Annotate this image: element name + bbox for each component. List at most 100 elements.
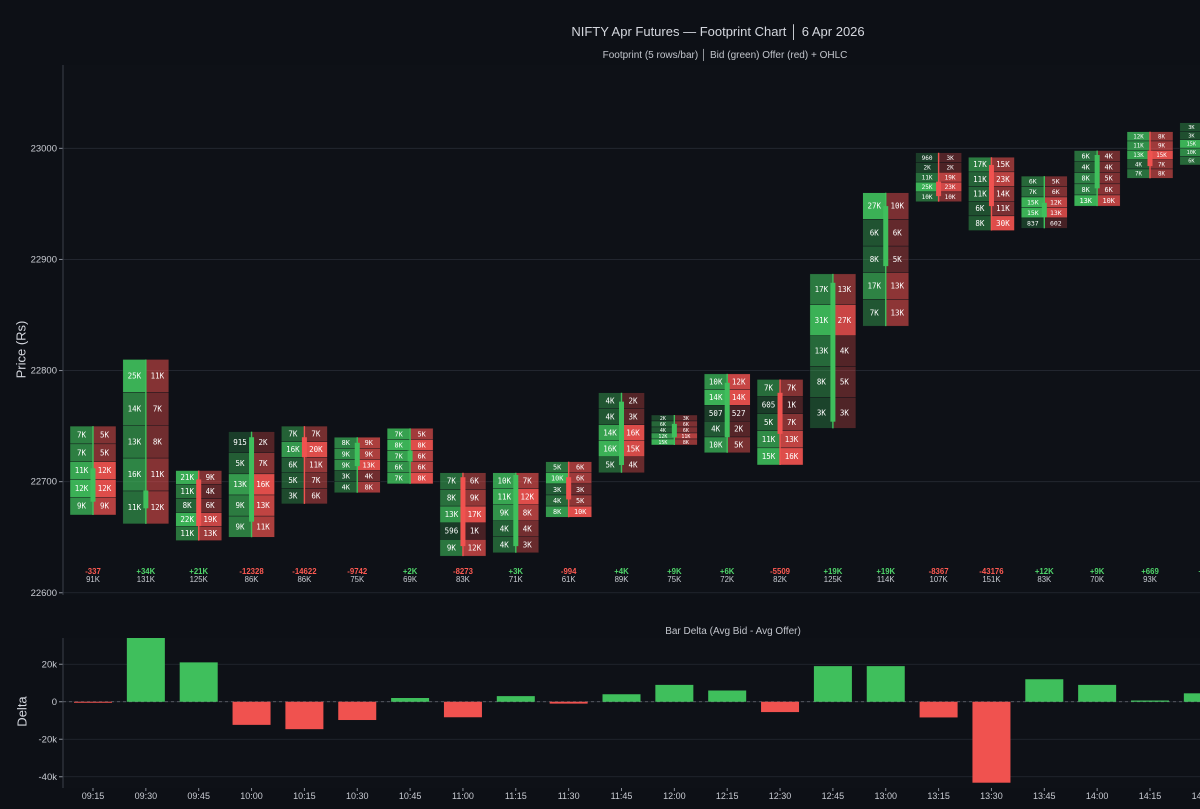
bid-volume-label: 3K — [288, 492, 298, 501]
offer-volume-label: 527 — [732, 409, 746, 418]
bar-delta-label: +669 — [1141, 567, 1159, 576]
delta-bar — [126, 638, 165, 702]
delta-bar — [761, 701, 800, 713]
offer-volume-label: 3K — [683, 416, 689, 422]
ohlc-body — [777, 392, 783, 434]
bar-delta-label: +9K — [1090, 567, 1105, 576]
bid-volume-label: 13K — [233, 480, 247, 489]
offer-volume-label: 13K — [203, 529, 217, 538]
bid-volume-label: 8K — [183, 501, 193, 510]
bid-volume-label: 25K — [128, 372, 142, 381]
bar-volume-label: 61K — [562, 575, 577, 584]
bar-volume-label: 91K — [86, 575, 101, 584]
offer-volume-label: 13K — [256, 501, 270, 510]
bar-delta-label: +12K — [1035, 567, 1054, 576]
bid-volume-label: 17K — [815, 285, 829, 294]
delta-bar — [655, 684, 694, 702]
bid-volume-label: 7K — [394, 475, 403, 483]
bar-volume-label: 86K — [297, 575, 312, 584]
offer-volume-label: 17K — [468, 510, 482, 519]
bid-cell — [1179, 156, 1200, 166]
bid-volume-label: 31K — [815, 316, 829, 325]
bid-volume-label: 9K — [447, 543, 457, 552]
bid-volume-label: 9K — [77, 502, 87, 511]
bid-volume-label: 3K — [342, 473, 351, 481]
offer-volume-label: 5K — [1052, 178, 1060, 186]
bid-volume-label: 507 — [709, 409, 723, 418]
ohlc-body — [988, 165, 994, 207]
offer-volume-label: 2K — [259, 438, 269, 447]
bar-delta-label: -12328 — [239, 567, 264, 576]
offer-volume-label: 4K — [840, 347, 850, 356]
bid-volume-label: 11K — [180, 487, 194, 496]
ohlc-body — [566, 477, 572, 500]
delta-bar — [391, 698, 430, 702]
offer-volume-label: 12K — [98, 466, 112, 475]
delta-axis-label: Delta — [14, 696, 30, 727]
bid-volume-label: 4K — [1082, 164, 1091, 172]
bid-volume-label: 11K — [762, 435, 776, 444]
price-tick-label: 22800 — [31, 366, 57, 377]
offer-volume-label: 7K — [523, 476, 533, 485]
bid-volume-label: 15K — [1027, 198, 1039, 206]
offer-volume-label: 4K — [1105, 164, 1114, 172]
offer-volume-label: 5K — [734, 441, 744, 450]
bid-volume-label: 11K — [1133, 144, 1144, 150]
time-tick-label: 14:00 — [1086, 791, 1109, 801]
bar-delta-label: +19K — [876, 567, 895, 576]
bid-volume-label: 4K — [660, 428, 666, 434]
offer-volume-label: 11K — [256, 522, 270, 531]
offer-volume-label: 8K — [417, 475, 426, 483]
ohlc-body — [1094, 155, 1100, 189]
bid-volume-label: 11K — [973, 175, 987, 184]
bid-volume-label: 10K — [922, 194, 933, 201]
bar-delta-label: -8273 — [453, 567, 474, 576]
offer-volume-label: 2K — [734, 425, 744, 434]
bid-volume-label: 9K — [342, 461, 351, 469]
offer-volume-label: 5K — [100, 448, 110, 457]
offer-volume-label: 3K — [840, 409, 850, 418]
offer-volume-label: 15K — [1156, 153, 1167, 159]
offer-volume-label: 13K — [1050, 209, 1062, 217]
price-axis-label: Price (Rs) — [13, 320, 29, 379]
bar-delta-label: -994 — [561, 567, 577, 576]
time-tick-label: 10:45 — [399, 791, 422, 801]
bar-volume-label: 71K — [509, 575, 524, 584]
ohlc-body — [90, 468, 96, 502]
bar-delta-label: -14622 — [292, 567, 317, 576]
bar-volume-label: 86K — [245, 575, 260, 584]
time-tick-label: 13:00 — [874, 791, 897, 801]
bid-volume-label: 3K — [1188, 133, 1195, 139]
bid-volume-label: 4K — [711, 425, 721, 434]
offer-volume-label: 4K — [628, 460, 638, 469]
offer-volume-label: 3K — [576, 486, 585, 494]
bid-volume-label: 8K — [975, 219, 985, 228]
bid-volume-label: 8K — [1082, 175, 1091, 183]
delta-tick-label: 0 — [52, 697, 57, 708]
offer-volume-label: 602 — [1050, 219, 1062, 227]
offer-volume-label: 9K — [206, 473, 216, 482]
delta-tick-label: -20k — [39, 734, 58, 745]
bid-volume-label: 9K — [236, 522, 246, 531]
offer-volume-label: 6K — [576, 475, 585, 483]
bid-volume-label: 4K — [342, 484, 351, 492]
offer-volume-label: 20K — [309, 445, 323, 454]
offer-volume-label: 5K — [576, 497, 585, 505]
bid-volume-label: 6K — [1029, 178, 1037, 186]
time-tick-label: 13:15 — [927, 791, 950, 801]
offer-volume-label: 23K — [996, 175, 1010, 184]
ohlc-body — [830, 282, 836, 422]
offer-volume-label: 6K — [1105, 186, 1114, 194]
time-tick-label: 12:30 — [769, 791, 792, 801]
delta-bar — [919, 701, 958, 718]
offer-volume-label: 12K — [468, 543, 482, 552]
offer-volume-label: 13K — [363, 461, 376, 469]
bar-volume-label: 151K — [982, 575, 1001, 584]
bar-delta-label: -5509 — [770, 567, 791, 576]
